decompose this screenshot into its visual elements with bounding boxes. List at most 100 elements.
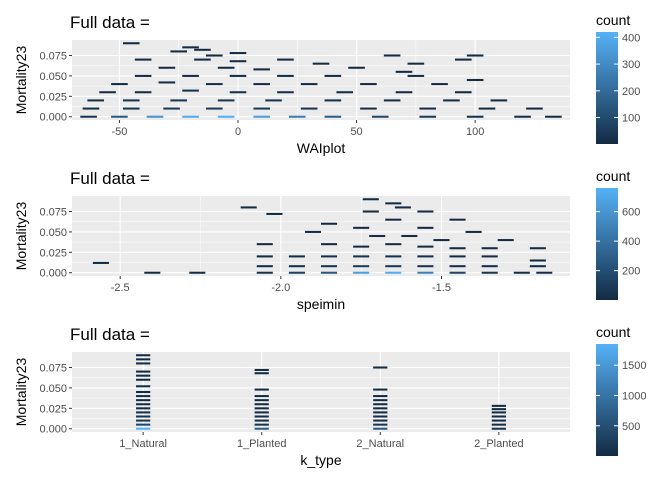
heatmap-cell: [449, 247, 466, 250]
heatmap-cell: [122, 42, 140, 45]
heatmap-cell: [454, 91, 472, 94]
heatmap-cell: [417, 210, 434, 213]
x-axis-label: WAIplot: [297, 140, 346, 156]
heatmap-cell: [136, 354, 151, 357]
heatmap-cell: [417, 271, 434, 274]
colorbar: [596, 188, 618, 300]
y-tick-label: 0.000: [39, 424, 67, 436]
heatmap-cell: [373, 411, 388, 414]
heatmap-cell: [383, 54, 401, 57]
heatmap-cell: [529, 265, 546, 268]
heatmap-cell: [205, 54, 223, 57]
heatmap-cell: [514, 115, 531, 118]
heatmap-cell: [170, 50, 188, 53]
heatmap-cell: [481, 255, 498, 258]
heatmap-cell: [373, 407, 388, 410]
legend-title: count: [596, 324, 630, 340]
heatmap-cell: [417, 226, 434, 229]
heatmap-cell: [478, 107, 496, 110]
heatmap-cell: [254, 423, 269, 426]
y-axis-label: Mortality23: [13, 46, 29, 115]
heatmap-cell: [136, 399, 151, 402]
heatmap-cell: [136, 407, 151, 410]
heatmap-cell: [134, 74, 152, 77]
heatmap-cell: [417, 265, 434, 268]
heatmap-cell: [360, 107, 377, 110]
heatmap-cell: [136, 358, 151, 361]
heatmap-cell: [254, 419, 269, 422]
heatmap-cell: [256, 255, 273, 258]
panel-3: Full data = 0.000 0.025 0.050 0.075 1_Natural…: [13, 324, 646, 468]
legend-tick-label: 400: [622, 32, 640, 44]
heatmap-cell: [491, 427, 506, 430]
legend-tick-label: 200: [622, 266, 640, 278]
heatmap-cell: [300, 107, 318, 110]
heatmap-cell: [254, 427, 269, 430]
heatmap-cell: [136, 403, 151, 406]
heatmap-cell: [373, 403, 388, 406]
heatmap-cell: [136, 411, 151, 414]
heatmap-cell: [170, 99, 188, 102]
heatmap-cell: [136, 362, 151, 365]
heatmap-cell: [385, 218, 402, 221]
heatmap-cell: [312, 62, 330, 65]
heatmap-cell: [324, 115, 342, 118]
heatmap-cell: [373, 423, 388, 426]
heatmap-cell: [254, 407, 269, 410]
heatmap-cell: [266, 212, 283, 215]
heatmap-cell: [324, 99, 342, 102]
heatmap-cell: [336, 91, 354, 94]
heatmap-cells: [136, 354, 506, 430]
heatmap-cell: [111, 83, 128, 86]
x-tick-label: 1_Planted: [237, 438, 287, 450]
heatmap-cell: [254, 395, 269, 398]
legend-tick-label: 1000: [622, 390, 646, 402]
legend-tick-label: 300: [622, 59, 640, 71]
heatmap-cell: [419, 107, 437, 110]
heatmap-cell: [277, 91, 294, 94]
y-axis-label: Mortality23: [13, 202, 29, 271]
y-tick-label: 0.075: [39, 51, 67, 63]
heatmap-cell: [385, 255, 402, 258]
x-tick-label: 0: [235, 126, 241, 138]
heatmap-cell: [373, 415, 388, 418]
heatmap-cell: [407, 74, 425, 77]
heatmap-cell: [373, 427, 388, 430]
heatmap-cell: [360, 83, 377, 86]
heatmap-cell: [466, 115, 484, 118]
heatmap-cell: [277, 58, 294, 61]
heatmap-cell: [353, 226, 370, 229]
x-tick-label: -2.5: [111, 282, 130, 294]
y-tick-label: 0.050: [39, 71, 67, 83]
heatmap-cell: [373, 388, 388, 391]
heatmap-cell: [189, 271, 206, 274]
heatmap-cell: [182, 89, 199, 92]
legend-tick-label: 400: [622, 236, 640, 248]
legend-title: count: [596, 168, 630, 184]
heatmap-cell: [481, 265, 498, 268]
heatmap-cell: [253, 83, 271, 86]
y-tick-label: 0.075: [39, 363, 67, 375]
legend-tick-label: 600: [622, 207, 640, 219]
heatmap-cell: [229, 74, 247, 77]
heatmap-cell: [321, 243, 338, 246]
panel-title: Full data =: [70, 13, 150, 32]
heatmap-cell: [373, 395, 388, 398]
heatmap-cell: [122, 99, 140, 102]
x-axis-label: speimin: [297, 296, 345, 312]
heatmap-cell: [254, 368, 269, 371]
heatmap-cell: [395, 70, 413, 73]
heatmap-cell: [491, 411, 506, 414]
heatmap-cell: [288, 271, 305, 274]
heatmap-cell: [466, 78, 484, 82]
legend-colorbar: count 200 400 600: [596, 168, 640, 300]
heatmap-cell: [545, 115, 562, 118]
heatmap-cell: [529, 259, 546, 262]
panel-title: Full data =: [70, 169, 150, 188]
heatmap-cell: [256, 271, 273, 274]
heatmap-cell: [491, 423, 506, 426]
heatmap-cell: [229, 60, 247, 63]
heatmap-cell: [136, 370, 151, 373]
heatmap-cell: [254, 399, 269, 402]
